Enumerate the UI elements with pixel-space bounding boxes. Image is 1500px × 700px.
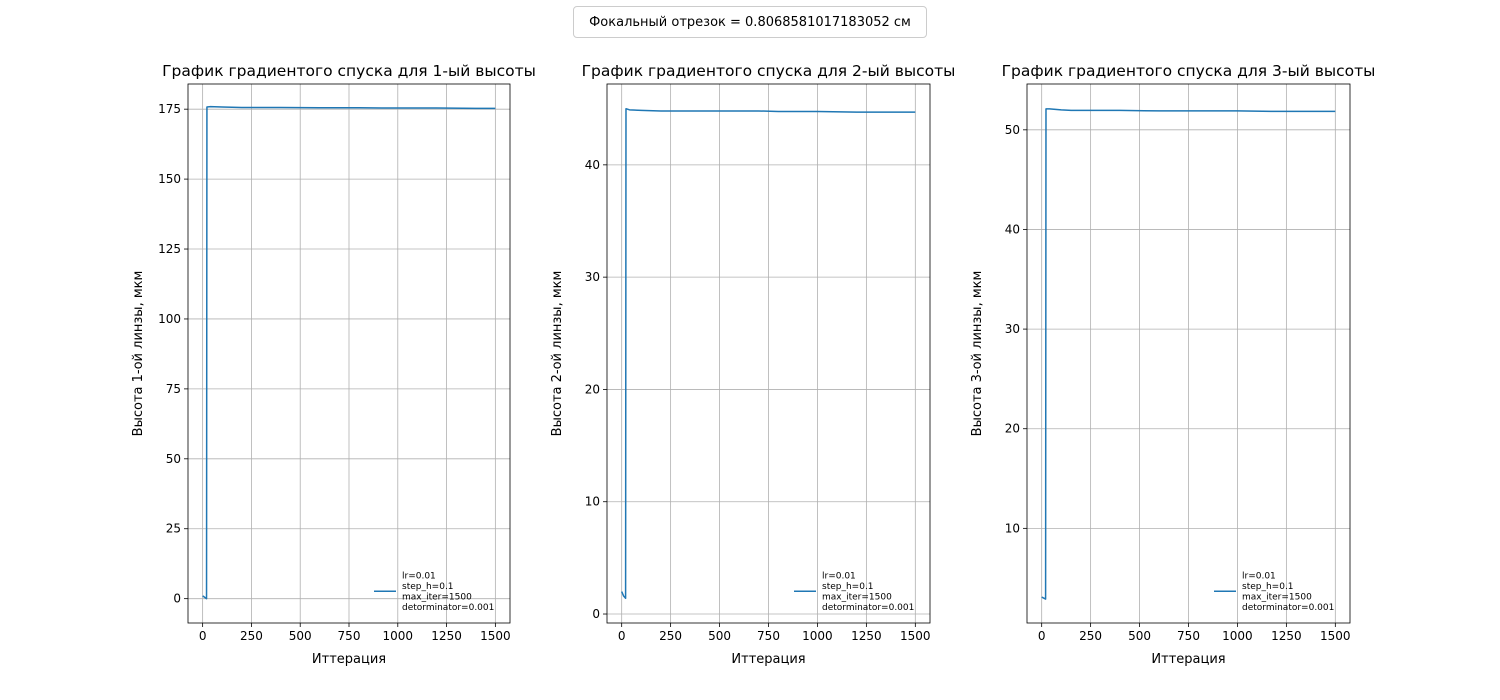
subplot-title: График градиентого спуска для 2-ый высот…: [582, 62, 956, 80]
legend-entry-line: detorminator=0.001: [402, 603, 494, 613]
legend-entry-line: lr=0.01: [1242, 572, 1276, 582]
legend-entry-line: step_h=0.1: [402, 582, 454, 592]
x-tick-label: 1000: [802, 629, 833, 643]
x-tick-label: 1250: [431, 629, 462, 643]
y-axis-label: Высота 3-ой линзы, мкм: [970, 271, 985, 437]
y-tick-label: 125: [158, 242, 181, 256]
legend-entry-line: lr=0.01: [822, 572, 856, 582]
series-line-1: [1041, 108, 1336, 600]
y-tick-label: 10: [585, 495, 600, 509]
y-tick-label: 100: [158, 312, 181, 326]
y-tick-label: 30: [1005, 322, 1020, 336]
x-tick-label: 0: [618, 629, 626, 643]
legend-entry: lr=0.01 step_h=0.1 max_iter=1500 detorminat…: [1242, 572, 1334, 614]
x-tick-label: 750: [1177, 629, 1200, 643]
y-tick-label: 50: [1005, 123, 1020, 137]
y-tick-label: 40: [585, 158, 600, 172]
legend-entry-line: step_h=0.1: [822, 582, 874, 592]
legend-entry: lr=0.01 step_h=0.1 max_iter=1500 detorminat…: [822, 572, 914, 614]
x-tick-label: 1500: [900, 629, 931, 643]
y-tick-label: 30: [585, 270, 600, 284]
legend-entry-line: step_h=0.1: [1242, 582, 1294, 592]
legend-entry-line: lr=0.01: [402, 572, 436, 582]
y-tick-label: 25: [166, 522, 181, 536]
legend-entry-line: max_iter=1500: [402, 593, 472, 603]
series-line-1: [202, 105, 496, 600]
x-axis-label: Иттерация: [1151, 652, 1225, 667]
figure-suptitle-box: Фокальный отрезок = 0.8068581017183052 с…: [573, 6, 927, 38]
series-line-1: [620, 107, 916, 600]
y-tick-label: 50: [166, 452, 181, 466]
x-tick-label: 250: [1079, 629, 1102, 643]
legend-entry-line: max_iter=1500: [1242, 593, 1312, 603]
x-tick-label: 0: [199, 629, 207, 643]
y-tick-label: 175: [158, 102, 181, 116]
subplot-title: График градиентого спуска для 3-ый высот…: [1002, 62, 1376, 80]
y-tick-label: 40: [1005, 222, 1020, 236]
legend-entry: lr=0.01 step_h=0.1 max_iter=1500 detorminat…: [402, 572, 494, 614]
y-axis-label: Высота 1-ой линзы, мкм: [131, 271, 146, 437]
figure-suptitle: Фокальный отрезок = 0.8068581017183052 с…: [589, 14, 911, 30]
x-tick-label: 750: [338, 629, 361, 643]
x-axis-label: Иттерация: [312, 652, 386, 667]
x-tick-label: 0: [1038, 629, 1046, 643]
x-tick-label: 250: [659, 629, 682, 643]
x-tick-label: 1500: [1320, 629, 1351, 643]
x-tick-label: 500: [1128, 629, 1151, 643]
x-tick-label: 750: [757, 629, 780, 643]
x-tick-label: 1250: [851, 629, 882, 643]
y-tick-label: 10: [1005, 521, 1020, 535]
x-tick-label: 1500: [480, 629, 511, 643]
subplot-title: График градиентого спуска для 1-ый высот…: [162, 62, 536, 80]
legend-entry-line: max_iter=1500: [822, 593, 892, 603]
legend-entry-line: detorminator=0.001: [822, 603, 914, 613]
legend-entry-line: detorminator=0.001: [1242, 603, 1334, 613]
y-tick-label: 20: [1005, 422, 1020, 436]
subplot-3: 0 250 500 750 1000 1250 1500 10 20 30 40 50 График г…: [970, 62, 1375, 667]
y-tick-label: 0: [592, 607, 600, 621]
x-tick-label: 1250: [1271, 629, 1302, 643]
subplot-2: 0 250 500 750 1000 1250 1500 0 10 20 30 40 График гр…: [550, 62, 955, 667]
x-tick-label: 1000: [383, 629, 414, 643]
y-tick-label: 0: [173, 592, 181, 606]
y-axis-label: Высота 2-ой линзы, мкм: [550, 271, 565, 437]
x-tick-label: 1000: [1222, 629, 1253, 643]
subplot-1: 0 250 500 750 1000 1250 1500 0 25 50 75 100 125 150 17…: [131, 62, 536, 667]
x-tick-label: 500: [708, 629, 731, 643]
x-axis-label: Иттерация: [731, 652, 805, 667]
y-tick-label: 75: [166, 382, 181, 396]
y-tick-label: 150: [158, 172, 181, 186]
x-tick-label: 250: [240, 629, 263, 643]
y-tick-label: 20: [585, 382, 600, 396]
x-tick-label: 500: [289, 629, 312, 643]
